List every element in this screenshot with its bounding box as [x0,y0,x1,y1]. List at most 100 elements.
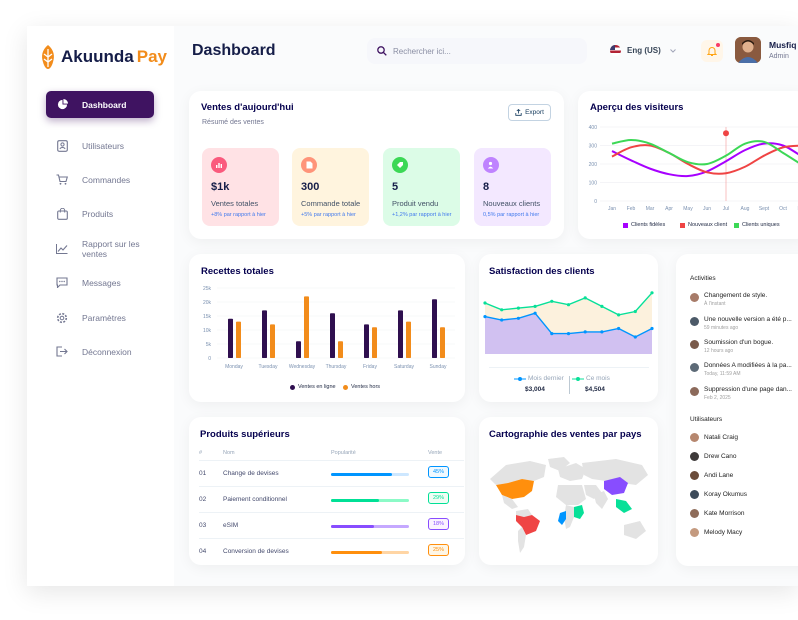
notification-button[interactable] [701,40,723,62]
map-region-south-america-north [516,509,532,517]
search-bar[interactable] [367,38,587,64]
stat-value: $1k [211,181,230,193]
language-label: Eng (US) [627,46,661,55]
line-chart-icon [56,243,68,255]
legend-swatch [290,384,295,390]
map-region-india [594,491,608,509]
x-tick-label: Friday [363,364,377,370]
hover-point [723,130,729,137]
data-point [617,313,621,317]
activity-text: Une nouvelle version a été p... [704,316,792,323]
table-header: Vente [428,450,443,456]
language-selector[interactable]: Eng (US) [610,45,676,56]
legend-item: Mois dernier [514,375,564,382]
table-row[interactable]: 01 Change de devises 45% [199,461,464,487]
legend-label: Ventes en ligne [298,384,336,390]
popularity-bar [331,551,409,554]
header: Dashboard Eng (US) Musfiq Admin [174,26,798,78]
y-tick-label: 25k [203,286,212,292]
row-number: 03 [199,522,207,529]
stat-label: Nouveaux clients [483,199,541,208]
logo[interactable]: Akuunda Pay [39,44,167,70]
sales-badge: 25% [428,544,449,556]
map-region-australia [624,521,646,539]
sidebar-item-parametres[interactable]: Paramètres [46,304,154,331]
y-tick-label: 10k [203,328,212,334]
stat-change: +8% par rapport à hier [211,212,266,218]
export-button[interactable]: Export [508,104,551,121]
sidebar-item-messages[interactable]: Messages [46,269,154,296]
legend-label: Ventes hors [351,384,381,390]
row-number: 02 [199,496,207,503]
sidebar-item-rapport[interactable]: Rapport sur les ventes [46,235,154,262]
visitors-card: Aperçu des visiteurs 0 100 200 300 400 Jan Feb… [578,91,798,239]
stat-card-customers: 8 Nouveaux clients 0,5% par rapport à hi… [474,148,551,226]
legend-item: Clients uniques [734,222,780,228]
legend-item: Ventes en ligne [290,384,336,390]
map-region-southeast-asia [616,499,632,513]
data-point [533,304,537,308]
legend-label: Mois dernier [528,375,564,382]
avatar[interactable] [735,37,761,63]
card-title: Ventes d'aujourd'hui [201,102,294,113]
sidebar-item-label: Commandes [82,174,131,185]
map-region-east-africa [574,505,584,519]
legend-item: Ce mois [572,375,610,382]
data-point [500,308,504,312]
map-region-asia [582,459,648,485]
stat-value: 8 [483,181,490,193]
export-icon [515,109,522,116]
activities-panel: Activities Changement de style. À l'insta… [676,254,798,566]
card-title: Recettes totales [201,266,274,277]
table-row[interactable]: 02 Paiement conditionnel 29% [199,487,464,513]
data-point [566,332,571,336]
card-title: Aperçu des visiteurs [590,102,684,113]
legend-swatch [623,222,628,228]
shopping-bag-icon [56,207,68,220]
message-icon [56,277,68,289]
card-subtitle: Résumé des ventes [202,119,264,126]
search-icon [377,46,387,56]
series-total: $3,004 [525,386,545,393]
sidebar-item-commandes[interactable]: Commandes [46,166,154,193]
legend-swatch [734,222,739,228]
map-region-brazil [516,515,540,535]
data-point [617,326,621,331]
popularity-fill [331,499,380,502]
data-point [583,330,587,334]
divider [569,376,570,394]
activity-time: 59 minutes ago [704,325,739,331]
sidebar-item-utilisateurs[interactable]: Utilisateurs [46,132,154,159]
table-header: Nom [223,450,235,456]
sidebar-item-deconnexion[interactable]: Déconnexion [46,338,154,365]
stat-card-orders: 300 Commande totale +5% par rapport à hi… [292,148,369,226]
card-title: Cartographie des ventes par pays [489,429,642,440]
sidebar-item-produits[interactable]: Produits [46,200,154,227]
data-point [533,311,537,315]
series-total: $4,504 [585,386,605,393]
stat-change: 0,5% par rapport à hier [483,212,540,218]
bar [236,321,241,358]
stat-value: 5 [392,181,399,193]
user-name: Andi Lane [704,472,734,479]
y-tick-label: 200 [589,162,598,168]
user-name: Drew Cano [704,453,737,460]
popularity-bar [331,473,409,476]
bar [262,310,267,358]
search-input[interactable] [393,46,573,56]
map-region-china [604,477,628,495]
map-region-north-africa [556,485,586,505]
table-row[interactable]: 04 Conversion de devises 25% [199,539,464,565]
activity-time: Today, 11:59 AM [704,371,741,377]
popularity-bar [331,525,409,528]
avatar [690,340,699,349]
stat-label: Commande totale [301,199,361,208]
sidebar-item-dashboard[interactable]: Dashboard [46,91,154,118]
y-tick-label: 400 [589,125,598,131]
user-name: Natali Craig [704,434,738,441]
top-products-card: Produits supérieurs # Nom Popularité Ven… [189,417,465,565]
stat-label: Produit vendu [392,199,439,208]
table-row[interactable]: 03 eSIM 18% [199,513,464,539]
map-region-west-africa [558,511,566,525]
sidebar-item-label: Utilisateurs [82,140,125,151]
